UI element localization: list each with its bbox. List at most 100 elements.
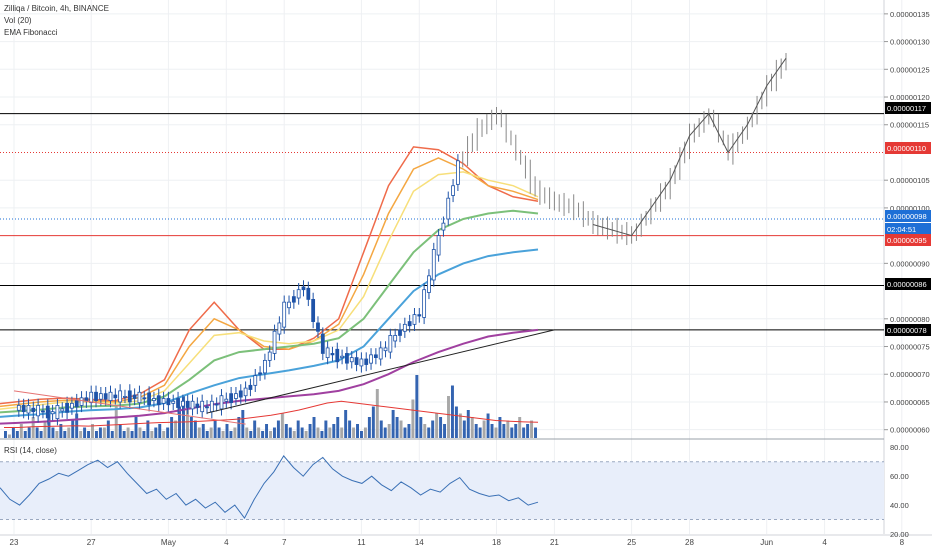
volume-bar <box>530 420 534 438</box>
volume-bar <box>439 417 443 438</box>
volume-bar <box>324 420 328 438</box>
volume-bar <box>114 406 118 438</box>
volume-bar <box>474 424 478 438</box>
candle-body <box>325 347 330 359</box>
volume-bar <box>272 427 276 438</box>
volume-bar <box>423 424 427 438</box>
candle-body <box>176 398 180 408</box>
price-tick-label: 0.00000060 <box>890 426 930 435</box>
volume-bar <box>154 427 158 438</box>
volume-bar <box>371 406 375 438</box>
volume-bar <box>462 420 466 438</box>
volume-bar <box>4 431 7 438</box>
candle-body <box>127 390 132 403</box>
volume-bar <box>336 417 340 438</box>
candle-body <box>349 357 354 363</box>
candle-body <box>171 400 176 404</box>
time-axis-label: 11 <box>357 538 366 547</box>
volume-bar <box>502 424 506 438</box>
volume-bar <box>363 427 367 438</box>
volume-bar <box>19 424 23 438</box>
volume-bar <box>454 406 458 438</box>
volume-bar <box>506 420 510 438</box>
price-label-box <box>885 142 931 154</box>
candle-body <box>234 393 238 399</box>
volume-bar <box>162 431 166 438</box>
volume-indicator-label: Vol (20) <box>4 16 32 25</box>
candle-body <box>316 322 320 332</box>
time-axis-label: 25 <box>627 538 636 547</box>
volume-bar <box>126 427 130 438</box>
candle-body <box>272 330 277 354</box>
volume-bar <box>360 431 363 438</box>
candle-body <box>147 392 152 406</box>
candle-body <box>417 314 422 317</box>
price-tick-label: 0.00000105 <box>890 176 930 185</box>
price-tick-label: 0.00000115 <box>890 121 929 130</box>
volume-bar <box>328 427 332 438</box>
candle-body <box>108 391 113 401</box>
price-label: 0.00000117 <box>887 104 926 113</box>
candle-body <box>31 407 36 413</box>
volume-bar <box>55 431 59 438</box>
volume-bar <box>435 413 439 438</box>
candle-body <box>306 287 311 300</box>
volume-bar <box>106 420 110 438</box>
volume-bar <box>185 410 189 438</box>
candle-body <box>190 400 195 410</box>
candle-body <box>16 405 21 411</box>
candle-body <box>301 286 306 291</box>
volume-bar <box>63 431 67 438</box>
symbol-title: Zilliqa / Bitcoin, 4h, BINANCE <box>4 4 109 13</box>
volume-bar <box>158 424 162 438</box>
price-label: 0.00000098 <box>887 212 927 221</box>
volume-bar <box>91 424 94 438</box>
candle-body <box>137 391 142 404</box>
candle-body <box>55 405 60 419</box>
rsi-line <box>0 455 539 520</box>
candle-body <box>200 400 205 413</box>
rsi-tick-label: 60.00 <box>890 472 909 481</box>
candle-body <box>21 405 26 413</box>
candle-body <box>340 355 345 359</box>
candle-body <box>243 387 248 397</box>
candle-body <box>166 398 171 406</box>
candle-body <box>291 296 296 303</box>
volume-bar <box>79 431 83 438</box>
candle-body <box>118 390 123 403</box>
trend-line <box>206 329 555 414</box>
volume-bar <box>83 427 87 438</box>
price-tick-label: 0.00000120 <box>890 93 930 102</box>
candle-body <box>407 321 412 327</box>
candle-body <box>373 354 378 359</box>
volume-bar <box>407 424 411 438</box>
volume-bar <box>225 424 229 438</box>
candle-body <box>345 353 349 364</box>
candle-body <box>113 394 118 399</box>
volume-bar <box>356 424 359 438</box>
volume-bar <box>189 417 193 438</box>
volume-bar <box>43 420 47 438</box>
volume-bar <box>213 420 217 438</box>
volume-bar <box>261 431 265 438</box>
volume-bar <box>304 431 308 438</box>
volume-bar <box>7 434 11 438</box>
candle-body <box>320 333 325 354</box>
candle-body <box>214 403 219 406</box>
time-axis-label: 7 <box>282 538 287 547</box>
time-axis-label: 28 <box>685 538 694 547</box>
volume-bar <box>174 420 178 438</box>
volume-bar <box>31 417 35 438</box>
candle-body <box>123 396 127 398</box>
volume-bar <box>118 424 122 438</box>
time-axis-label: 8 <box>900 538 905 547</box>
price-label-box <box>885 210 931 222</box>
volume-bar <box>399 420 403 438</box>
volume-bar <box>201 424 205 438</box>
candle-body <box>161 398 166 404</box>
candle-body <box>238 390 243 398</box>
volume-bar <box>237 417 241 438</box>
volume-bar <box>375 389 379 438</box>
price-tick-label: 0.00000070 <box>890 370 930 379</box>
